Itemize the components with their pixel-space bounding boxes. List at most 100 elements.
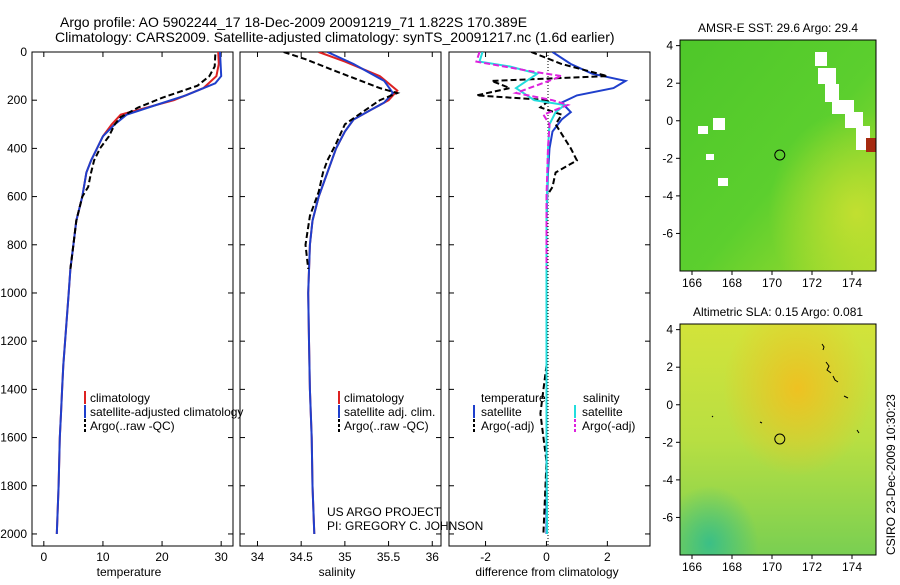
missing-cell <box>845 112 863 128</box>
x-tick-label: 35.5 <box>377 550 401 564</box>
difference-legend: temperature satellite Argo(-adj) salinit… <box>473 391 635 433</box>
x-tick-label: 170 <box>762 276 782 290</box>
missing-cell <box>706 154 714 160</box>
x-tick-label: 35 <box>338 550 352 564</box>
salinity-panel: 34 34.5 35 35.5 36 salinity climatology sate… <box>239 51 483 579</box>
legend-sal-satellite: satellite <box>582 405 623 419</box>
legend-temp-argo: Argo(-adj) <box>481 419 534 433</box>
y-tick-label: 4 <box>666 323 673 337</box>
sst-map-panel: AMSR-E SST: 29.6 Argo: 29.4 166 168 170 172… <box>662 21 877 290</box>
y-tick-label: 1000 <box>0 286 27 300</box>
series-argo-raw-qc-line <box>283 52 401 270</box>
series-temperature-argo-adj-line <box>476 52 608 535</box>
temperature-legend: climatology satellite-adjusted climatolo… <box>84 391 243 433</box>
y-tick-label: -6 <box>662 226 673 240</box>
legend-climatology: climatology <box>344 391 404 405</box>
x-tick-label: 174 <box>842 560 862 574</box>
y-tick-label: 0 <box>20 45 27 59</box>
series-salinity-satellite-line <box>478 52 568 535</box>
y-tick-label: 800 <box>7 238 27 252</box>
y-tick-label: 0 <box>666 114 673 128</box>
y-tick-label: 1800 <box>0 479 27 493</box>
legend-satellite-adjusted: satellite-adjusted climatology <box>90 405 243 419</box>
legend-argo: Argo(..raw -QC) <box>344 419 429 433</box>
legend-temp-satellite: satellite <box>481 405 522 419</box>
series-satellite-adjusted-climatology-line <box>55 52 223 535</box>
y-tick-label: 2 <box>666 360 673 374</box>
x-tick-label: 168 <box>722 560 742 574</box>
y-tick-label: 0 <box>666 398 673 412</box>
y-tick-label: 600 <box>7 190 27 204</box>
y-tick-label: 400 <box>7 141 27 155</box>
y-tick-label: -6 <box>662 510 673 524</box>
y-tick-label: -2 <box>662 435 673 449</box>
legend-argo: Argo(..raw -QC) <box>90 419 175 433</box>
difference-xlabel: difference from climatology <box>475 565 618 579</box>
x-tick-label: 34.5 <box>289 550 313 564</box>
y-tick-label: 2000 <box>0 527 27 541</box>
missing-cell <box>718 178 728 186</box>
x-tick-label: 2 <box>604 550 611 564</box>
missing-cell <box>815 52 827 66</box>
x-tick-label: 34 <box>251 550 265 564</box>
legend-temperature-title: temperature <box>481 391 546 405</box>
sla-coastline <box>711 343 860 434</box>
x-tick-label: 166 <box>682 560 702 574</box>
temperature-xlabel: temperature <box>97 565 162 579</box>
y-tick-label: 1600 <box>0 431 27 445</box>
missing-cell <box>832 100 854 114</box>
series-climatology-line <box>307 52 399 535</box>
x-tick-label: 168 <box>722 276 742 290</box>
series-temperature-satellite-line <box>545 52 629 534</box>
y-tick-label: 4 <box>666 39 673 53</box>
y-tick-label: 1400 <box>0 382 27 396</box>
missing-cell <box>825 84 839 102</box>
series-climatology-line <box>55 52 220 535</box>
csiro-timestamp: CSIRO 23-Dec-2009 10:30:23 <box>884 394 898 555</box>
x-tick-label: 0 <box>40 550 47 564</box>
x-tick-label: 166 <box>682 276 702 290</box>
series-argo-raw-qc-line <box>69 54 217 270</box>
x-tick-label: 10 <box>96 550 110 564</box>
difference-panel: -2 0 2 difference from climatology tempera… <box>448 51 651 579</box>
y-tick-label: -4 <box>662 473 673 487</box>
sla-map-title: Altimetric SLA: 0.15 Argo: 0.081 <box>693 305 863 319</box>
float-position-marker <box>774 433 786 445</box>
pi-credit: PI: GREGORY C. JOHNSON <box>327 519 483 533</box>
temperature-panel: 0 10 20 30 0 200 400 600 800 1000 1200 1400 1600 1800… <box>0 45 243 579</box>
x-tick-label: 172 <box>802 276 822 290</box>
series-satellite-adj-clim-line <box>307 52 395 535</box>
float-position-marker <box>774 149 786 161</box>
series-salinity-argo-adj-line <box>475 52 571 269</box>
y-tick-label: 2 <box>666 76 673 90</box>
missing-cell <box>713 118 725 130</box>
sst-map-title: AMSR-E SST: 29.6 Argo: 29.4 <box>698 21 858 35</box>
sla-map-panel: Altimetric SLA: 0.15 Argo: 0.081 166 168 1… <box>662 305 877 574</box>
legend-sal-argo: Argo(-adj) <box>582 419 635 433</box>
legend-salinity-title: salinity <box>583 391 620 405</box>
x-tick-label: 174 <box>842 276 862 290</box>
figure-title-line-1: Argo profile: AO 5902244_17 18-Dec-2009 … <box>60 14 527 30</box>
missing-cell <box>818 68 836 84</box>
salinity-legend: climatology satellite adj. clim. Argo(..… <box>338 391 435 433</box>
x-tick-label: 0 <box>543 550 550 564</box>
salinity-xlabel: salinity <box>319 565 356 579</box>
y-tick-label: 1200 <box>0 334 27 348</box>
x-tick-label: 170 <box>762 560 782 574</box>
y-tick-label: 200 <box>7 93 27 107</box>
x-tick-label: 36 <box>426 550 440 564</box>
figure-title-line-2: Climatology: CARS2009. Satellite-adjuste… <box>55 29 615 45</box>
legend-climatology: climatology <box>90 391 150 405</box>
x-tick-label: 20 <box>155 550 169 564</box>
x-tick-label: -2 <box>480 550 491 564</box>
x-tick-label: 30 <box>214 550 228 564</box>
y-tick-label: -2 <box>662 151 673 165</box>
sla-cool-region <box>680 324 876 555</box>
missing-cell <box>698 126 708 134</box>
sst-hot-cell <box>866 138 876 152</box>
x-tick-label: 172 <box>802 560 822 574</box>
legend-satellite-adj: satellite adj. clim. <box>344 405 435 419</box>
y-tick-label: -4 <box>662 189 673 203</box>
project-credit: US ARGO PROJECT <box>327 505 442 519</box>
